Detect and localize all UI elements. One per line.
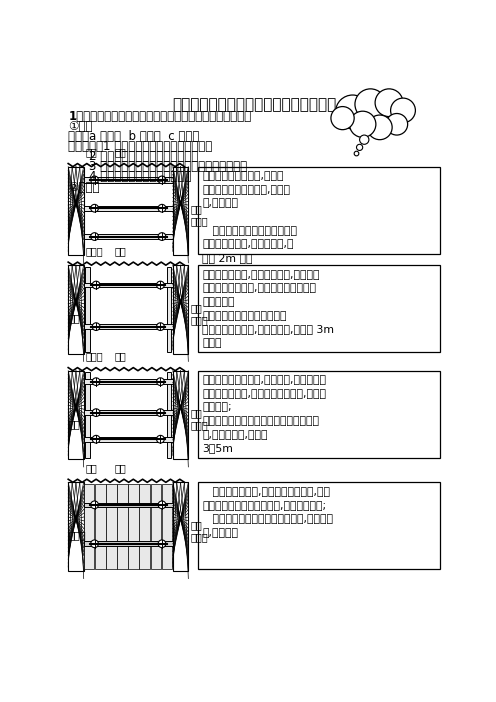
Bar (197, 482, 440, 569)
Bar (128, 484, 139, 569)
Bar (173, 482, 188, 571)
Text: 横撑: 横撑 (115, 147, 126, 157)
Circle shape (368, 115, 392, 140)
Bar (84, 484, 94, 569)
Circle shape (157, 378, 164, 385)
Bar (68, 371, 84, 459)
Circle shape (91, 204, 98, 212)
Bar (197, 265, 440, 352)
Circle shape (91, 540, 98, 548)
Bar (197, 166, 440, 253)
Text: 挡土板垂直放置,连续或留适当间隔,然后
每侧上下各水平顶一根枹木,再用横支顶紧;
   适于土质较松散或湿度很高的土,地下水较
少,深度不限: 挡土板垂直放置,连续或留适当间隔,然后 每侧上下各水平顶一根枹木,再用横支顶紧;… (202, 487, 333, 538)
Bar (84, 541, 173, 546)
Text: 水平
挡土板: 水平 挡土板 (190, 204, 208, 226)
Circle shape (91, 176, 98, 184)
Text: 横撑: 横撑 (115, 352, 126, 362)
Circle shape (157, 435, 164, 443)
Bar (106, 484, 117, 569)
Circle shape (386, 114, 408, 135)
Text: 挡土板水平连续放置,不留间隙,然后两侧同
时对称立瘠枹木,上下各顶一根支木,端头加
木橔顶紧;
适用于较松散的干土或天然湿度的粘土类
土,地下水很少,深度为
3: 挡土板水平连续放置,不留间隙,然后两侧同 时对称立瘠枹木,上下各顶一根支木,端头… (202, 376, 326, 453)
Text: 水平
挡土板: 水平 挡土板 (190, 303, 208, 325)
Text: 木橔: 木橔 (69, 419, 81, 429)
Text: 2 允许坑边土体有较大的水平位移: 2 允许坑边土体有较大的水平位移 (89, 150, 198, 163)
Text: 1、基坑土壁支护的方法，施工的工艺流程以及适用的范围: 1、基坑土壁支护的方法，施工的工艺流程以及适用的范围 (68, 110, 251, 123)
Circle shape (157, 409, 164, 416)
Bar (85, 267, 90, 352)
Circle shape (91, 501, 98, 509)
Text: 横撑: 横撑 (115, 463, 126, 473)
Circle shape (158, 176, 166, 184)
Text: 3 开挖面以上一定范围内无地下水或已经降水处理: 3 开挖面以上一定范围内无地下水或已经降水处理 (89, 159, 247, 173)
Circle shape (336, 95, 370, 129)
Circle shape (350, 111, 376, 138)
Circle shape (158, 204, 166, 212)
Bar (84, 177, 173, 183)
Text: 立槻木: 立槻木 (85, 246, 103, 256)
Bar (162, 484, 173, 569)
Text: 木橔: 木橔 (85, 147, 97, 157)
Circle shape (331, 107, 354, 130)
Text: 水平
挡土板: 水平 挡土板 (190, 409, 208, 430)
Circle shape (91, 232, 98, 240)
Circle shape (92, 435, 100, 443)
Bar (173, 166, 188, 256)
Text: 挡土板水平放置,中间留出间隔,并在两侧
同时对称立瘠枹木,再用工具式或木横支
上下顶紧。
适于能保持直立壁的干土或天
然湿度的粘土类土,地下水很少,深度在 3m: 挡土板水平放置,中间留出间隔,并在两侧 同时对称立瘠枹木,再用工具式或木横支 上… (202, 270, 334, 347)
Bar (139, 484, 150, 569)
Bar (68, 265, 84, 354)
Bar (117, 484, 128, 569)
Text: 横撑: 横撑 (115, 246, 126, 256)
Bar (84, 234, 173, 239)
Bar (84, 411, 173, 415)
Bar (95, 484, 106, 569)
Text: 立槻木: 立槻木 (85, 352, 103, 362)
Text: 适用范围：1 基坑周围开挖能满足放坡的条件: 适用范围：1 基坑周围开挖能满足放坡的条件 (68, 140, 212, 152)
Bar (68, 166, 84, 256)
Circle shape (158, 501, 166, 509)
Bar (84, 206, 173, 211)
Text: 4 可独立或与其他结构组合使用: 4 可独立或与其他结构组合使用 (89, 170, 191, 183)
Bar (85, 372, 90, 458)
Circle shape (375, 89, 403, 117)
Text: ②挡土板: ②挡土板 (68, 181, 100, 194)
Bar (84, 283, 173, 287)
Text: 形式：a 直线行  b 折线形  c 阶梯形: 形式：a 直线行 b 折线形 c 阶梯形 (68, 130, 199, 143)
Bar (173, 265, 188, 354)
Bar (173, 371, 188, 459)
Bar (167, 267, 171, 352)
Text: 木橔: 木橔 (69, 313, 81, 324)
Bar (197, 371, 440, 458)
Circle shape (92, 378, 100, 385)
Bar (167, 372, 171, 458)
Text: ①放坡: ①放坡 (68, 119, 93, 133)
Bar (84, 324, 173, 329)
Circle shape (92, 323, 100, 331)
Circle shape (157, 323, 164, 331)
Bar (84, 503, 173, 507)
Text: 《建筑施工技术》课程期末考试复习考点: 《建筑施工技术》课程期末考试复习考点 (172, 98, 336, 112)
Circle shape (157, 282, 164, 289)
Bar (84, 437, 173, 442)
Text: 木橔: 木橔 (85, 463, 97, 473)
Text: 垂直
挡土板: 垂直 挡土板 (190, 520, 208, 542)
Text: 横枹木: 横枹木 (69, 531, 87, 541)
Circle shape (390, 98, 415, 123)
Circle shape (355, 89, 386, 119)
Circle shape (158, 540, 166, 548)
Circle shape (92, 282, 100, 289)
Bar (84, 379, 173, 384)
Circle shape (354, 151, 359, 156)
Bar (151, 484, 161, 569)
Circle shape (92, 409, 100, 416)
Circle shape (357, 145, 363, 150)
Text: 两侧挡土板水平放置,用工具
式或木橔支借木橔顶紧,挖一层
土,支顶一层

   适于能保持立壁的干土或天然
湿度的粘土类土,地下水很少,深
度在 2m 以内: 两侧挡土板水平放置,用工具 式或木橔支借木橔顶紧,挖一层 土,支顶一层 适于能保… (202, 171, 297, 263)
Bar (68, 482, 84, 571)
Circle shape (158, 232, 166, 240)
Circle shape (360, 135, 369, 145)
